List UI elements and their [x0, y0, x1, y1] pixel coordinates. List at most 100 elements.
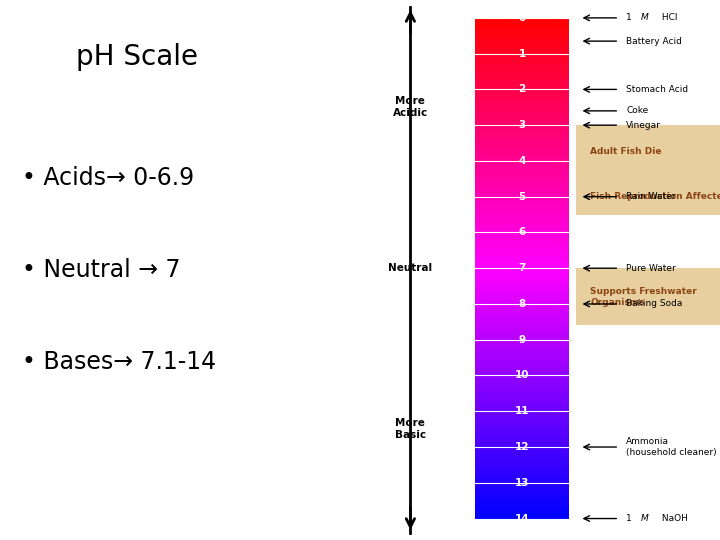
Bar [475, 93, 569, 94]
Bar [475, 19, 569, 22]
Bar [475, 316, 569, 318]
Bar [475, 443, 569, 446]
Bar [475, 139, 569, 141]
Bar [475, 90, 569, 91]
Text: Stomach Acid: Stomach Acid [626, 85, 688, 94]
Bar [475, 454, 569, 456]
Bar [475, 127, 569, 129]
Bar [475, 206, 569, 207]
Bar [475, 30, 569, 32]
Bar [475, 281, 569, 282]
Bar [475, 190, 569, 191]
Bar [475, 383, 569, 384]
Bar [475, 381, 569, 383]
Bar [475, 449, 569, 450]
Bar [475, 347, 569, 349]
Bar [475, 129, 569, 131]
Bar [475, 429, 569, 431]
Bar [475, 116, 569, 118]
Bar [475, 504, 569, 506]
Bar [475, 302, 569, 304]
Bar [475, 222, 569, 224]
Bar [475, 18, 569, 19]
Bar [475, 313, 569, 315]
Bar [475, 487, 569, 488]
Bar [475, 32, 569, 34]
Text: NaOH: NaOH [659, 514, 688, 523]
Bar [475, 204, 569, 206]
Bar [475, 229, 569, 231]
Bar [475, 207, 569, 209]
Bar [475, 53, 569, 56]
Bar [475, 79, 569, 80]
Bar [475, 409, 569, 411]
Text: Adult Fish Die: Adult Fish Die [590, 147, 662, 157]
Bar [475, 352, 569, 354]
Text: 1: 1 [518, 49, 526, 59]
Text: 2: 2 [518, 84, 526, 94]
Bar [475, 465, 569, 467]
Bar [475, 166, 569, 168]
Bar [475, 38, 569, 39]
Bar [475, 231, 569, 232]
Bar [475, 23, 569, 25]
Bar [475, 508, 569, 510]
Bar [475, 299, 569, 300]
Bar [475, 272, 569, 274]
Bar [475, 86, 569, 87]
Bar [475, 238, 569, 240]
Bar [475, 386, 569, 388]
Bar [475, 384, 569, 386]
Text: 8: 8 [518, 299, 526, 309]
Bar [475, 338, 569, 340]
Text: 9: 9 [518, 335, 526, 345]
Bar [475, 213, 569, 214]
Bar [475, 159, 569, 161]
Bar [475, 80, 569, 82]
Bar [475, 402, 569, 404]
Bar [475, 336, 569, 338]
Bar [475, 125, 569, 127]
Text: 11: 11 [515, 406, 529, 416]
Bar [475, 197, 569, 199]
Bar [475, 343, 569, 345]
Bar [475, 209, 569, 211]
Bar [475, 114, 569, 116]
Bar [475, 265, 569, 266]
Bar [475, 48, 569, 50]
Bar [475, 354, 569, 356]
Text: Ammonia
(household cleaner): Ammonia (household cleaner) [626, 437, 717, 457]
Bar [475, 141, 569, 143]
Bar [475, 323, 569, 326]
Bar [475, 426, 569, 427]
Text: Pure Water: Pure Water [626, 264, 676, 273]
Bar [475, 234, 569, 236]
Text: 7: 7 [518, 263, 526, 273]
Bar [475, 247, 569, 248]
Bar [475, 184, 569, 186]
Bar [475, 397, 569, 399]
Bar [475, 248, 569, 251]
Bar [475, 413, 569, 415]
Text: 4: 4 [518, 156, 526, 166]
Bar [475, 288, 569, 289]
Bar [475, 134, 569, 136]
Bar [475, 282, 569, 284]
Bar [475, 70, 569, 71]
Bar [475, 506, 569, 508]
Text: • Acids→ 0-6.9: • Acids→ 0-6.9 [22, 166, 194, 190]
Bar [475, 427, 569, 429]
Bar [475, 77, 569, 79]
Bar [475, 463, 569, 465]
Text: 10: 10 [515, 370, 529, 381]
Bar [475, 286, 569, 288]
Bar [475, 372, 569, 374]
Bar [475, 154, 569, 156]
Bar [475, 73, 569, 75]
Bar [475, 177, 569, 179]
Bar [475, 461, 569, 463]
Bar [475, 132, 569, 134]
Bar [475, 340, 569, 341]
Bar [475, 368, 569, 370]
Bar [475, 172, 569, 173]
